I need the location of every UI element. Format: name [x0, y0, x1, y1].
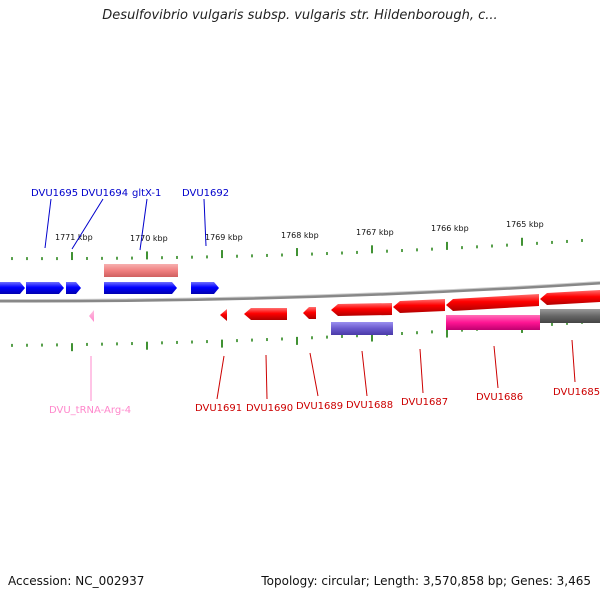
gene-label[interactable]: DVU1689 — [296, 401, 343, 412]
gene-label[interactable]: DVU1692 — [182, 188, 229, 199]
label-leaders — [44, 198, 576, 401]
gene-label[interactable]: gltX-1 — [132, 188, 161, 199]
top-tick-row — [11, 237, 583, 261]
leader-line — [361, 350, 368, 397]
gene-arrow-forward[interactable] — [191, 282, 219, 294]
leader-line — [309, 352, 319, 397]
scale-label: 1769 kbp — [205, 233, 243, 242]
reverse-feature-bar-magenta[interactable] — [446, 315, 540, 330]
gene-arrow-reverse[interactable] — [220, 309, 227, 321]
reverse-feature-bar-gray[interactable] — [540, 309, 600, 323]
reverse-gene-track — [89, 290, 600, 335]
gene-label[interactable]: DVU1690 — [246, 403, 293, 414]
gene-label[interactable]: DVU1691 — [195, 403, 242, 414]
leader-line — [493, 345, 499, 389]
rrna-feature-bar[interactable] — [104, 264, 178, 277]
accession-text: Accession: NC_002937 — [8, 574, 145, 588]
gene-label[interactable]: DVU1695 — [31, 188, 78, 199]
leader-line — [203, 198, 207, 247]
scale-label: 1770 kbp — [130, 234, 168, 243]
genome-backbone — [0, 281, 600, 303]
forward-gene-track — [0, 264, 219, 294]
reverse-feature-bar-purple[interactable] — [331, 322, 393, 335]
gene-arrow-reverse[interactable] — [244, 308, 287, 320]
trna-arrow[interactable] — [89, 310, 94, 322]
gene-label[interactable]: DVU1686 — [476, 392, 523, 403]
leader-line — [71, 198, 104, 250]
gene-arrow-forward[interactable] — [104, 282, 177, 294]
gene-arrow-forward[interactable] — [66, 282, 81, 294]
genome-summary-text: Topology: circular; Length: 3,570,858 bp… — [261, 574, 591, 588]
scale-label: 1766 kbp — [431, 224, 469, 233]
forward-gene-labels: DVU1695 DVU1694 gltX-1 DVU1692 — [31, 188, 229, 199]
scale-label: 1765 kbp — [506, 220, 544, 229]
leader-line — [216, 355, 225, 400]
leader-line — [139, 198, 148, 251]
gene-arrow-reverse[interactable] — [393, 299, 445, 313]
gene-label[interactable]: DVU1687 — [401, 397, 448, 408]
scale-label: 1767 kbp — [356, 228, 394, 237]
gene-label[interactable]: DVU1688 — [346, 400, 393, 411]
gene-label[interactable]: DVU_tRNA-Arg-4 — [49, 405, 131, 416]
leader-line — [265, 354, 268, 400]
leader-line — [571, 339, 576, 383]
gene-label[interactable]: DVU1694 — [81, 188, 128, 199]
gene-arrow-reverse[interactable] — [331, 303, 392, 316]
gene-arrow-reverse[interactable] — [303, 307, 316, 319]
map-title: Desulfovibrio vulgaris subsp. vulgaris s… — [102, 8, 498, 23]
gene-arrow-reverse[interactable] — [540, 290, 600, 305]
scale-label: 1771 kbp — [55, 233, 93, 242]
leader-line — [44, 198, 52, 249]
gene-label[interactable]: DVU1685 — [553, 387, 600, 398]
genome-backbone-highlight — [0, 281, 600, 301]
scale-label: 1768 kbp — [281, 231, 319, 240]
reverse-gene-labels: DVU_tRNA-Arg-4 DVU1691 DVU1690 DVU1689 D… — [49, 387, 600, 416]
scale-labels: 1771 kbp 1770 kbp 1769 kbp 1768 kbp 1767… — [55, 220, 544, 243]
leader-line — [419, 348, 424, 394]
gene-arrow-reverse[interactable] — [446, 294, 539, 311]
gene-arrow-forward[interactable] — [0, 282, 25, 294]
gene-arrow-forward[interactable] — [26, 282, 64, 294]
